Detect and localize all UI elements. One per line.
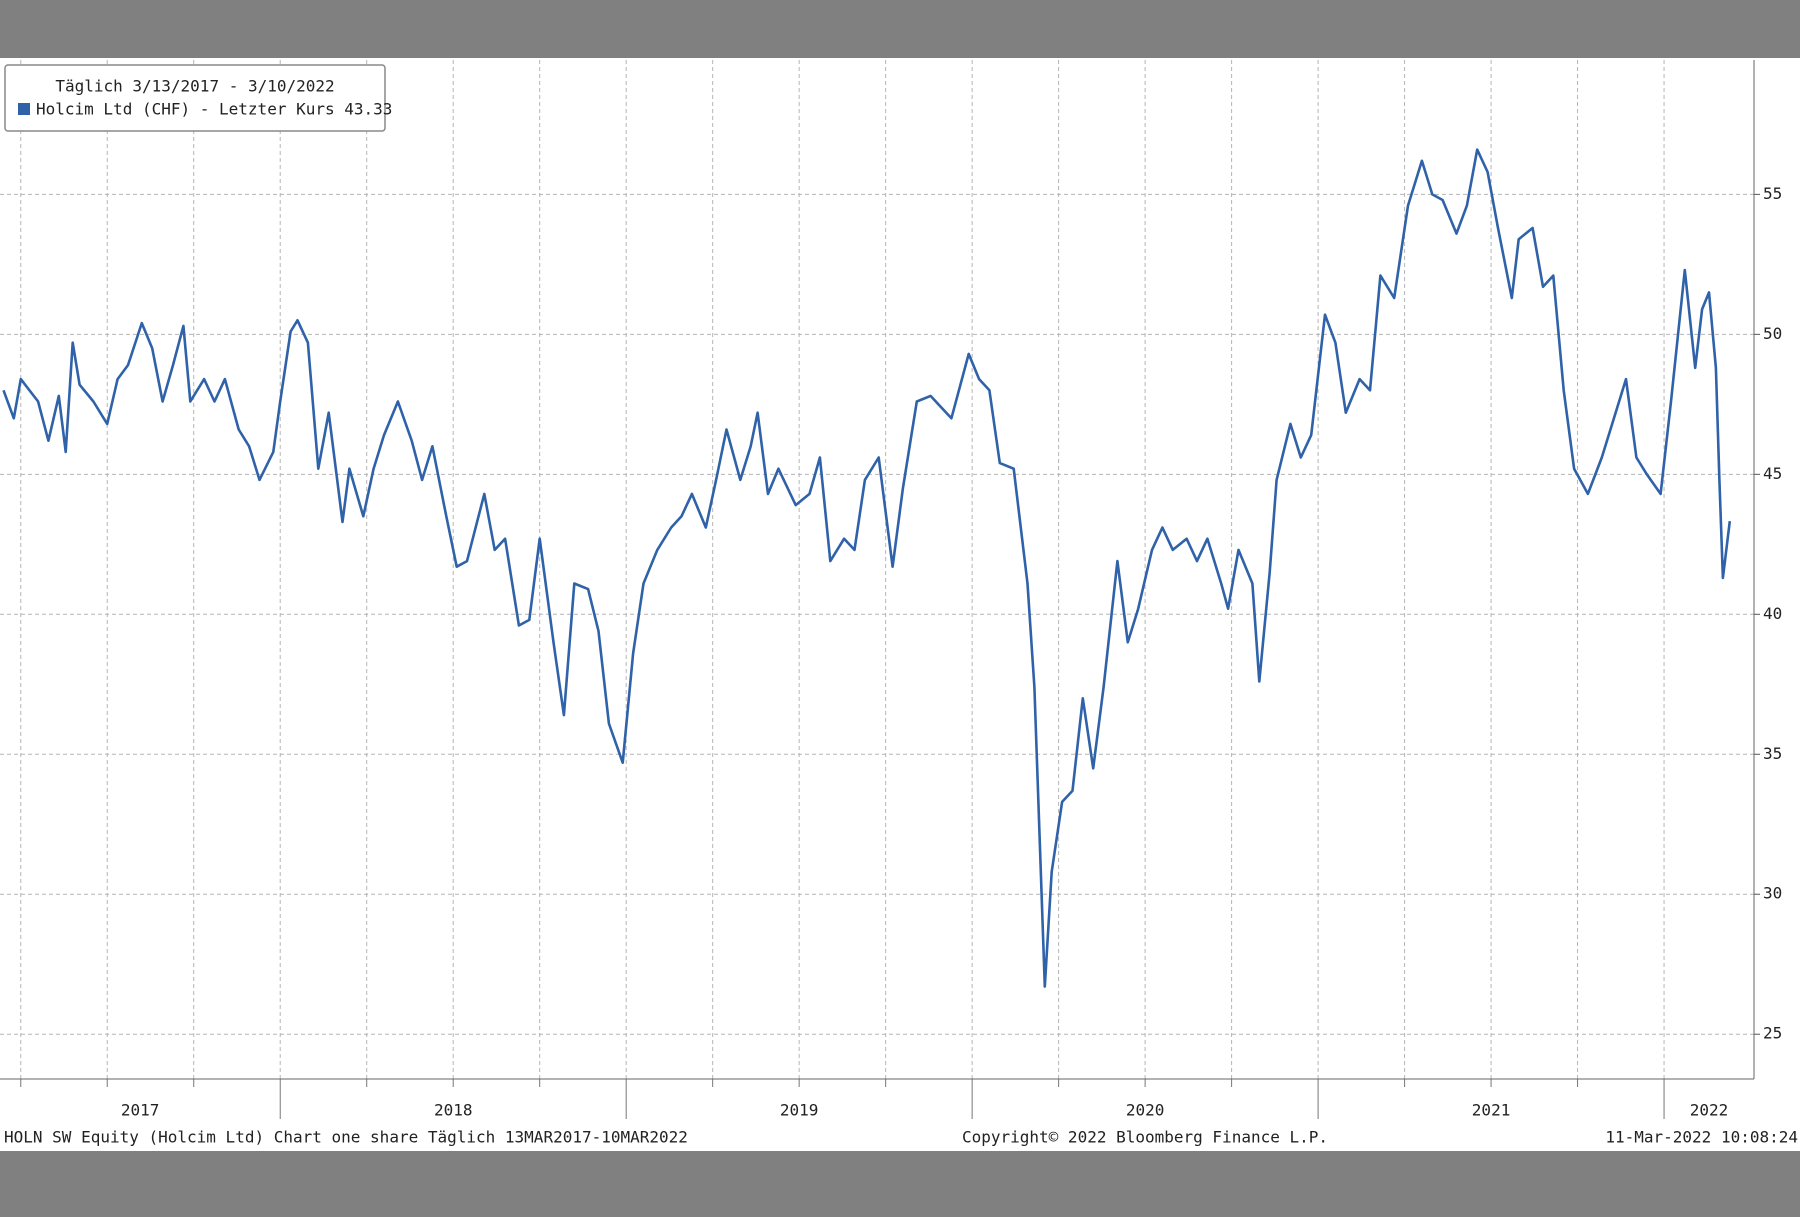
footer-right: 11-Mar-2022 10:08:24: [1605, 1128, 1798, 1147]
x-tick-label: 2017: [121, 1101, 160, 1120]
x-tick-label: 2018: [434, 1101, 473, 1120]
grid: 25 30 35 40 45 50 55 2017 2018 2019 2020 2021 2022: [0, 60, 1782, 1120]
y-tick-label: 50: [1763, 324, 1782, 343]
chart-area: [0, 58, 1800, 1151]
top-band: [0, 0, 1800, 58]
legend-box: [4, 64, 386, 132]
y-tick-label: 45: [1763, 464, 1782, 483]
y-tick-label: 55: [1763, 184, 1782, 203]
footer-left: HOLN SW Equity (Holcim Ltd) Chart one sh…: [4, 1128, 688, 1147]
bottom-band: [0, 1151, 1800, 1217]
y-tick-label: 30: [1763, 884, 1782, 903]
y-tick-label: 40: [1763, 604, 1782, 623]
footer-center: Copyright© 2022 Bloomberg Finance L.P.: [962, 1128, 1328, 1147]
y-tick-label: 35: [1763, 744, 1782, 763]
marks: [2, 148, 1732, 988]
legend-subtitle: Täglich 3/13/2017 - 3/10/2022: [55, 77, 334, 96]
x-tick-label: 2020: [1126, 1101, 1165, 1120]
legend-entry: Holcim Ltd (CHF) - Letzter Kurs 43.33: [36, 100, 392, 119]
legend-swatch: [18, 103, 30, 115]
x-tick-label: 2022: [1690, 1101, 1729, 1120]
x-tick-label: 2019: [780, 1101, 819, 1120]
price-line: [2, 148, 1732, 988]
y-tick-label: 25: [1763, 1024, 1782, 1043]
x-tick-label: 2021: [1472, 1101, 1511, 1120]
